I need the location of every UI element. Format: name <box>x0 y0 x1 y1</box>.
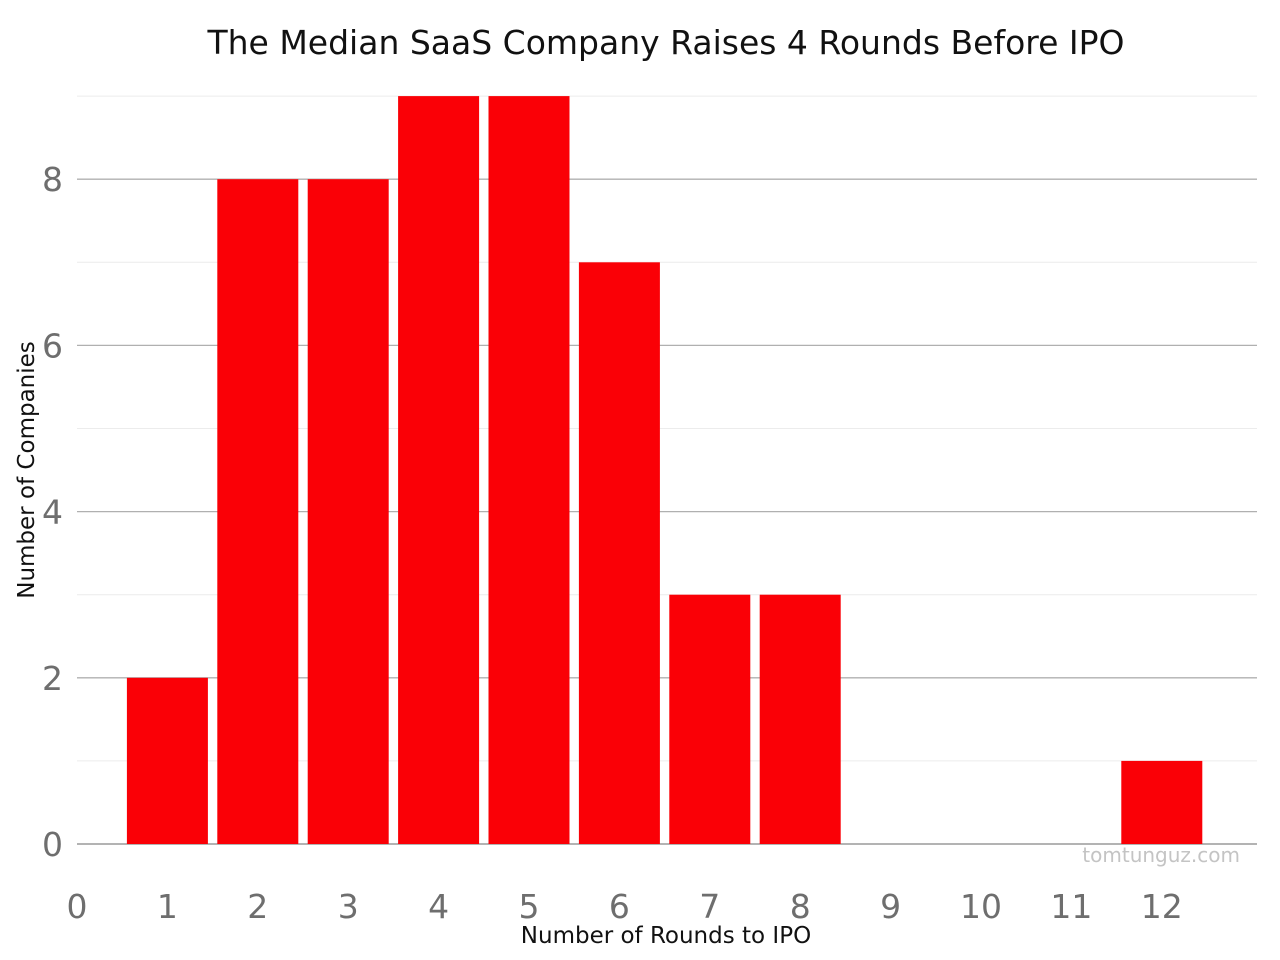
bar-1 <box>126 677 208 844</box>
y-tick-label: 2 <box>42 659 63 698</box>
y-tick-label: 8 <box>42 160 63 199</box>
bar-5 <box>488 96 570 845</box>
y-tick-labels: 0 2 4 6 8 <box>42 160 63 864</box>
x-tick-label: 5 <box>519 887 540 926</box>
x-tick-label: 10 <box>960 887 1002 926</box>
x-axis-title: Number of Rounds to IPO <box>521 923 811 949</box>
x-tick-label: 7 <box>699 887 720 926</box>
bar-6 <box>578 262 660 844</box>
bar-12 <box>1121 760 1203 844</box>
x-tick-labels: 0 1 2 3 4 5 6 7 8 9 10 11 12 <box>67 887 1183 926</box>
x-tick-label: 8 <box>790 887 811 926</box>
x-tick-label: 9 <box>880 887 901 926</box>
x-tick-label: 4 <box>428 887 449 926</box>
x-tick-label: 11 <box>1050 887 1092 926</box>
watermark: tomtunguz.com <box>1082 843 1240 867</box>
y-tick-label: 6 <box>42 326 63 365</box>
y-tick-label: 0 <box>42 825 63 864</box>
x-tick-label: 2 <box>247 887 268 926</box>
bar-8 <box>759 594 841 844</box>
bar-7 <box>669 594 751 844</box>
y-axis-title: Number of Companies <box>14 341 40 599</box>
y-tick-label: 4 <box>42 493 63 532</box>
bar-2 <box>217 179 299 844</box>
x-tick-label: 0 <box>67 887 88 926</box>
bars <box>126 96 1203 845</box>
x-tick-label: 1 <box>157 887 178 926</box>
chart-title: The Median SaaS Company Raises 4 Rounds … <box>206 23 1124 62</box>
x-tick-label: 12 <box>1141 887 1183 926</box>
x-tick-label: 3 <box>338 887 359 926</box>
bar-4 <box>398 96 480 845</box>
x-tick-label: 6 <box>609 887 630 926</box>
bar-3 <box>307 179 389 844</box>
